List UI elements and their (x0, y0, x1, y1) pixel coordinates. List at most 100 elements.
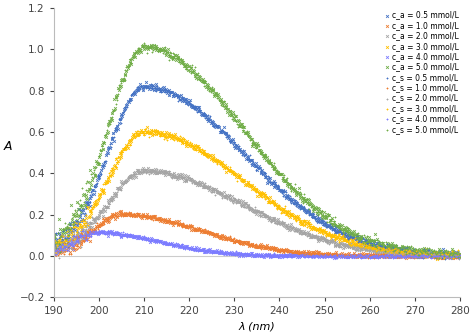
c_a = 2.0 mmol/L (298, 228, 305, 234)
c_s = 4.0 mmol/L (401, 253, 409, 258)
c_a = 5.0 mmol/L (381, 243, 388, 248)
c_a = 3.0 mmol/L (192, 146, 200, 151)
c_s = 2.0 mmol/L (247, 207, 255, 212)
c_a = 3.0 mmol/L (292, 213, 300, 219)
c_a = 5.0 mmol/L (168, 54, 176, 60)
c_s = 5.0 mmol/L (422, 248, 429, 254)
c_s = 5.0 mmol/L (78, 203, 85, 209)
c_s = 3.0 mmol/L (196, 147, 203, 152)
c_a = 4.0 mmol/L (174, 243, 182, 248)
c_a = 1.0 mmol/L (179, 222, 186, 227)
c_a = 4.0 mmol/L (237, 252, 245, 257)
c_a = 4.0 mmol/L (324, 253, 332, 259)
c_s = 1.0 mmol/L (252, 241, 259, 247)
c_s = 1.0 mmol/L (124, 211, 132, 216)
c_s = 3.0 mmol/L (249, 182, 256, 188)
c_s = 1.0 mmol/L (61, 251, 68, 257)
c_a = 0.5 mmol/L (219, 129, 227, 134)
c_s = 5.0 mmol/L (225, 109, 233, 115)
c_a = 1.0 mmol/L (142, 215, 150, 220)
c_a = 3.0 mmol/L (321, 229, 328, 235)
c_s = 1.0 mmol/L (64, 240, 72, 246)
c_a = 5.0 mmol/L (120, 77, 128, 82)
c_s = 0.5 mmol/L (306, 211, 314, 216)
c_s = 3.0 mmol/L (168, 131, 176, 137)
c_s = 3.0 mmol/L (140, 132, 148, 138)
c_a = 0.5 mmol/L (106, 145, 114, 150)
c_s = 2.0 mmol/L (67, 245, 75, 250)
c_s = 3.0 mmol/L (82, 220, 90, 226)
c_a = 4.0 mmol/L (330, 255, 337, 260)
c_a = 0.5 mmol/L (235, 148, 242, 153)
c_a = 1.0 mmol/L (450, 253, 458, 259)
c_a = 4.0 mmol/L (262, 252, 269, 258)
c_a = 1.0 mmol/L (120, 212, 128, 217)
c_s = 1.0 mmol/L (366, 253, 374, 258)
c_a = 5.0 mmol/L (424, 252, 431, 257)
c_a = 1.0 mmol/L (433, 253, 440, 258)
c_s = 4.0 mmol/L (366, 255, 374, 260)
c_s = 5.0 mmol/L (314, 209, 321, 215)
c_s = 4.0 mmol/L (164, 241, 172, 247)
c_s = 5.0 mmol/L (94, 159, 101, 164)
c_a = 0.5 mmol/L (278, 188, 285, 194)
c_s = 3.0 mmol/L (398, 249, 405, 254)
c_s = 4.0 mmol/L (427, 254, 435, 259)
c_a = 3.0 mmol/L (188, 142, 195, 147)
c_a = 0.5 mmol/L (239, 150, 246, 155)
c_a = 2.0 mmol/L (291, 225, 299, 230)
c_a = 0.5 mmol/L (296, 202, 303, 208)
c_a = 2.0 mmol/L (96, 208, 104, 214)
c_s = 2.0 mmol/L (300, 229, 308, 234)
c_s = 4.0 mmol/L (316, 253, 324, 258)
c_s = 5.0 mmol/L (389, 243, 396, 248)
c_a = 2.0 mmol/L (271, 217, 278, 222)
c_s = 3.0 mmol/L (157, 130, 165, 136)
c_a = 3.0 mmol/L (114, 159, 122, 164)
c_s = 2.0 mmol/L (310, 234, 318, 239)
c_s = 5.0 mmol/L (390, 243, 398, 249)
c_s = 5.0 mmol/L (438, 250, 446, 255)
c_s = 1.0 mmol/L (107, 215, 115, 220)
c_a = 4.0 mmol/L (309, 254, 317, 259)
c_s = 5.0 mmol/L (218, 97, 225, 103)
c_a = 3.0 mmol/L (171, 131, 179, 136)
c_a = 5.0 mmol/L (128, 62, 135, 67)
c_a = 5.0 mmol/L (221, 105, 228, 111)
c_a = 1.0 mmol/L (231, 239, 238, 244)
c_s = 4.0 mmol/L (354, 253, 361, 259)
c_a = 0.5 mmol/L (124, 98, 132, 103)
c_s = 4.0 mmol/L (51, 249, 58, 254)
c_a = 3.0 mmol/L (441, 254, 448, 259)
c_a = 3.0 mmol/L (285, 208, 293, 214)
c_s = 0.5 mmol/L (367, 244, 375, 249)
c_a = 3.0 mmol/L (278, 208, 285, 214)
c_a = 1.0 mmol/L (174, 222, 182, 227)
c_a = 5.0 mmol/L (196, 75, 203, 81)
c_a = 4.0 mmol/L (366, 252, 374, 258)
c_a = 1.0 mmol/L (333, 253, 341, 258)
c_s = 3.0 mmol/L (337, 236, 345, 241)
c_s = 0.5 mmol/L (341, 231, 349, 236)
c_a = 4.0 mmol/L (289, 254, 297, 259)
c_s = 4.0 mmol/L (396, 253, 403, 258)
c_a = 1.0 mmol/L (187, 227, 194, 233)
c_s = 5.0 mmol/L (56, 249, 64, 255)
c_a = 1.0 mmol/L (55, 249, 63, 255)
c_s = 2.0 mmol/L (244, 202, 251, 207)
c_s = 1.0 mmol/L (275, 248, 283, 254)
c_s = 1.0 mmol/L (68, 246, 75, 251)
c_s = 0.5 mmol/L (226, 139, 233, 144)
c_a = 5.0 mmol/L (214, 91, 222, 97)
c_s = 3.0 mmol/L (199, 151, 207, 156)
c_s = 5.0 mmol/L (403, 244, 411, 249)
c_s = 1.0 mmol/L (187, 225, 194, 230)
c_a = 0.5 mmol/L (122, 102, 130, 107)
c_a = 1.0 mmol/L (245, 240, 252, 245)
c_a = 4.0 mmol/L (191, 247, 199, 252)
c_s = 3.0 mmol/L (359, 241, 367, 246)
c_s = 2.0 mmol/L (365, 249, 373, 254)
c_a = 3.0 mmol/L (364, 243, 371, 248)
c_a = 5.0 mmol/L (323, 215, 330, 221)
c_s = 5.0 mmol/L (145, 45, 152, 50)
